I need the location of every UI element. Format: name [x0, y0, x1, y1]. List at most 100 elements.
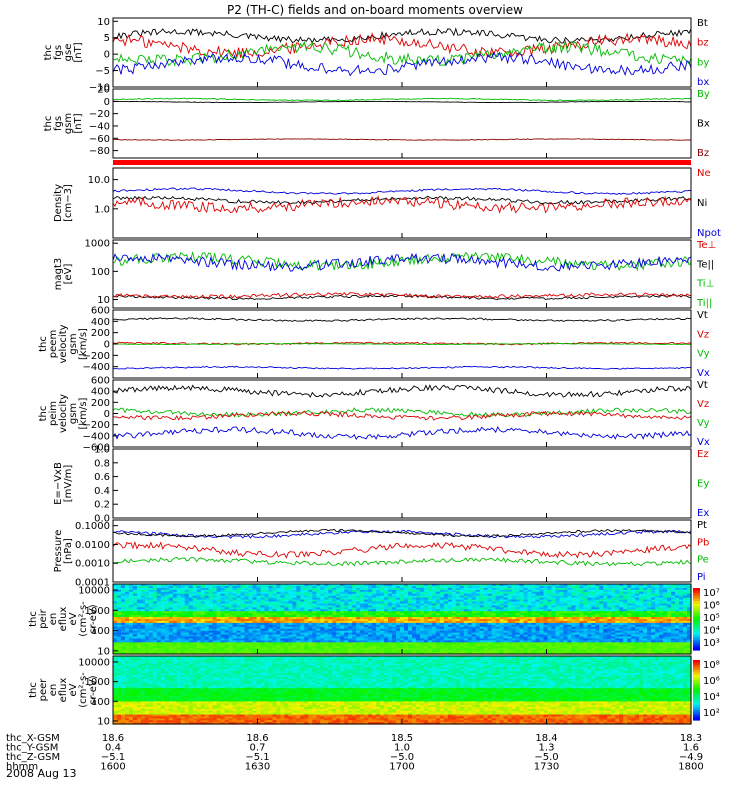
ion_spectrogram-cell: [427, 634, 433, 638]
ion_spectrogram-cell: [611, 595, 616, 599]
ion_spectrogram-cell: [244, 601, 250, 605]
ion_spectrogram-cell: [272, 589, 278, 593]
ion_spectrogram-cell: [491, 613, 497, 616]
ion_spectrogram-cell: [304, 613, 309, 616]
ion_spectrogram-cell: [392, 636, 397, 640]
ion_spectrogram-cell: [280, 589, 286, 593]
ion_spectrogram-cell: [388, 628, 393, 632]
ion_spectrogram-cell: [172, 632, 178, 636]
ion_spectrogram-cell: [376, 603, 381, 606]
ion_spectrogram-cell: [543, 646, 549, 649]
ion_spectrogram-cell: [336, 593, 341, 597]
ion_spectrogram-cell: [352, 636, 357, 640]
ion_spectrogram-cell: [587, 587, 592, 591]
ion_spectrogram-cell: [368, 615, 373, 618]
ion_spectrogram-cell: [124, 644, 130, 647]
ion_spectrogram-cell: [571, 634, 576, 638]
ion_spectrogram-cell: [599, 584, 604, 587]
ion_spectrogram-cell: [459, 642, 465, 645]
ion_spectrogram-cell: [208, 644, 214, 647]
ion_spectrogram-cell: [559, 636, 565, 640]
ion_spectrogram-cell: [148, 638, 154, 641]
ion_spectrogram-cell: [519, 620, 525, 624]
ion_spectrogram-cell: [571, 624, 576, 628]
ion_spectrogram-cell: [180, 607, 186, 610]
ion_spectrogram-cell: [232, 605, 238, 608]
ion_spectrogram-cell: [336, 636, 341, 640]
ion_spectrogram-cell: [567, 652, 573, 655]
ion_spectrogram-cell: [324, 652, 329, 655]
ion_spectrogram-cell: [244, 650, 250, 653]
ion_spectrogram-cell: [184, 644, 190, 647]
ion_spectrogram-cell: [360, 599, 365, 603]
ion_spectrogram-cell: [467, 595, 473, 599]
ion_spectrogram-cell: [304, 642, 309, 645]
ion_spectrogram-cell: [423, 646, 429, 649]
ion_spectrogram-cell: [515, 584, 521, 587]
ion_spectrogram-cell: [403, 642, 409, 645]
ion_spectrogram-cell: [196, 638, 202, 641]
ion_spectrogram-cell: [240, 630, 246, 634]
ion_spectrogram-cell: [308, 642, 313, 645]
ion_spectrogram-cell: [256, 591, 262, 595]
series-pressure-Pi: [112, 529, 692, 539]
ion_spectrogram-cell: [400, 619, 405, 622]
ion_spectrogram-cell: [148, 632, 154, 636]
ion_spectrogram-cell: [519, 640, 525, 643]
ion_spectrogram-cell: [591, 626, 596, 630]
ion_spectrogram-cell: [519, 632, 525, 636]
ion_spectrogram-cell: [144, 613, 150, 616]
ion_spectrogram-cell: [348, 601, 353, 605]
ion_spectrogram-cell: [152, 646, 158, 649]
ion_spectrogram-cell: [563, 613, 569, 616]
ion_spectrogram-cell: [200, 634, 206, 638]
ion_spectrogram-cell: [623, 632, 628, 636]
ion_spectrogram-cell: [260, 591, 266, 595]
ion_spectrogram-cell: [539, 591, 545, 595]
ion_spectrogram-cell: [427, 585, 433, 589]
ion_spectrogram-cell: [380, 620, 385, 624]
ion_spectrogram-cell: [539, 617, 545, 620]
ion_spectrogram-cell: [264, 587, 270, 591]
ion_spectrogram-cell: [575, 652, 580, 655]
ion_spectrogram-cell: [579, 628, 584, 632]
ion_spectrogram-cell: [136, 642, 142, 645]
ion_spectrogram-cell: [192, 593, 198, 597]
ion_spectrogram-cell: [168, 584, 174, 587]
ion_spectrogram-cell: [635, 593, 640, 597]
ion_spectrogram-cell: [308, 611, 313, 614]
ion_spectrogram-cell: [208, 622, 214, 626]
ion_spectrogram-cell: [136, 613, 142, 616]
ion_spectrogram-cell: [144, 585, 150, 589]
ion_spectrogram-cell: [531, 609, 537, 612]
ion_spectrogram-cell: [479, 589, 485, 593]
ion_spectrogram-cell: [328, 650, 333, 653]
ion_spectrogram-cell: [479, 601, 485, 605]
ion_spectrogram-cell: [248, 607, 254, 610]
ion_spectrogram-cell: [535, 626, 541, 630]
ion_spectrogram-cell: [148, 617, 154, 620]
ion_spectrogram-cell: [232, 628, 238, 632]
ion_spectrogram-cell: [116, 646, 122, 649]
ion_spectrogram-cell: [531, 634, 537, 638]
ion_spectrogram-cell: [475, 628, 481, 632]
ion_spectrogram-cell: [463, 646, 469, 649]
ion_spectrogram-cell: [168, 609, 174, 612]
ion_spectrogram-cell: [152, 632, 158, 636]
ion_spectrogram-cell: [619, 609, 624, 612]
ion_spectrogram-cell: [113, 607, 118, 610]
ion_spectrogram-cell: [312, 609, 317, 612]
ion_spectrogram-cell: [563, 603, 569, 606]
ion_spectrogram-cell: [439, 615, 445, 618]
ion_spectrogram-cell: [515, 636, 521, 640]
ion_spectrogram-cell: [431, 615, 437, 618]
ion_spectrogram-cell: [260, 615, 266, 618]
ion_spectrogram-cell: [188, 624, 194, 628]
ion_spectrogram-cell: [631, 622, 636, 626]
ion_spectrogram-cell: [240, 646, 246, 649]
ion_spectrogram-cell: [615, 605, 620, 608]
ion_spectrogram-cell: [619, 622, 624, 626]
ion_spectrogram-cell: [364, 617, 369, 620]
velocity_i-ylabel: peim: [48, 401, 59, 426]
ion_spectrogram-cell: [232, 626, 238, 630]
